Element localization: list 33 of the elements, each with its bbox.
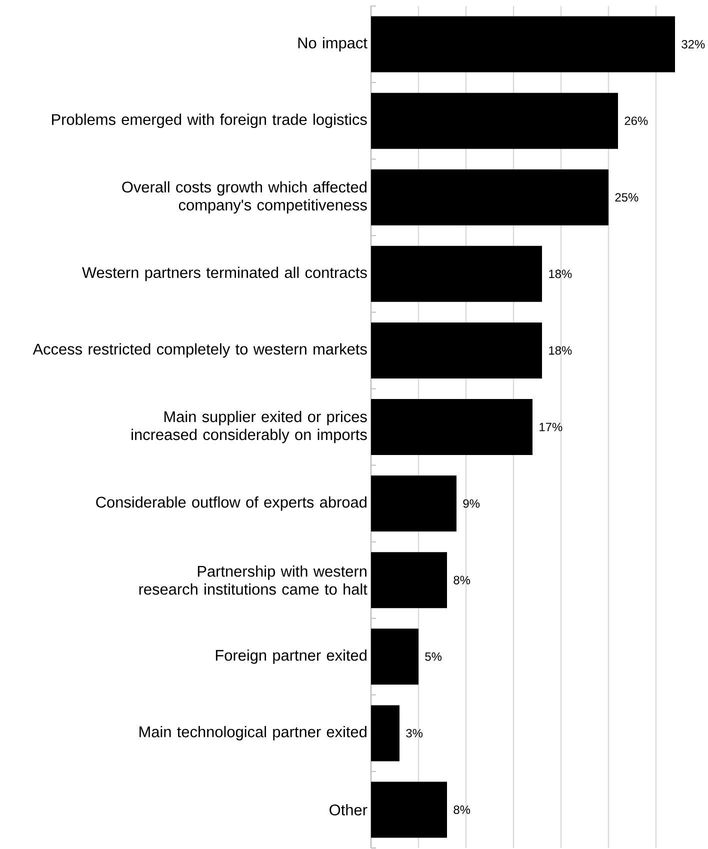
data-label: 17%: [540, 422, 562, 432]
data-label: 8%: [454, 806, 470, 814]
y-tick-label: No impact: [298, 37, 368, 52]
bar: [371, 705, 400, 762]
data-label: 18%: [549, 346, 572, 355]
bar: [371, 246, 542, 302]
bar: [371, 92, 618, 149]
y-tick-label: Western partners terminated all contracts: [82, 266, 367, 282]
bar: [371, 552, 447, 608]
y-tick-label: Partnership with western research institutions came to halt: [139, 565, 368, 595]
data-label: 18%: [549, 270, 572, 278]
y-tick-label: Main technological partner exited: [140, 726, 366, 740]
data-label: 9%: [463, 499, 480, 508]
y-tick-label: Access restricted completely to western markets: [32, 343, 367, 358]
bar: [371, 399, 532, 456]
y-tick-label: Overall costs growth which affected company's competitiveness: [122, 181, 367, 214]
y-tick-label: Foreign partner exited: [216, 649, 366, 664]
data-label: 3%: [406, 728, 423, 738]
data-label: 5%: [425, 652, 442, 661]
bar: [371, 476, 456, 532]
y-tick-label: Considerable outflow of experts abroad: [96, 496, 366, 511]
y-tick-label: Main supplier exited or prices increased considerably on imports: [132, 410, 367, 444]
data-label: 8%: [454, 576, 470, 584]
bar: [371, 16, 675, 72]
data-label: 32%: [682, 40, 705, 48]
y-tick-label: Problems emerged with foreign trade logistics: [52, 114, 367, 128]
data-label: 25%: [615, 193, 638, 202]
bar: [371, 628, 418, 685]
bar: [371, 322, 542, 378]
bar: [371, 782, 447, 838]
bar: [371, 169, 608, 226]
y-tick-label: Other: [330, 804, 368, 816]
data-label: 26%: [624, 116, 648, 126]
